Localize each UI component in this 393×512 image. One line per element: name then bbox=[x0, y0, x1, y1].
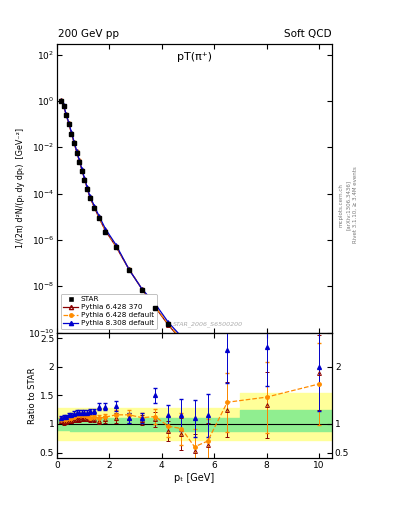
X-axis label: pₜ [GeV]: pₜ [GeV] bbox=[174, 473, 215, 483]
Text: STAR_2006_S6500200: STAR_2006_S6500200 bbox=[173, 321, 243, 327]
Y-axis label: 1/(2π) d²N/(pₜ dy dpₜ)  [GeV⁻²]: 1/(2π) d²N/(pₜ dy dpₜ) [GeV⁻²] bbox=[16, 128, 25, 248]
Text: Rivet 3.1.10, ≥ 3.4M events: Rivet 3.1.10, ≥ 3.4M events bbox=[353, 166, 358, 243]
Legend: STAR, Pythia 6.428 370, Pythia 6.428 default, Pythia 8.308 default: STAR, Pythia 6.428 370, Pythia 6.428 def… bbox=[61, 293, 157, 329]
Text: 200 GeV pp: 200 GeV pp bbox=[58, 29, 119, 39]
Text: Soft QCD: Soft QCD bbox=[284, 29, 331, 39]
Y-axis label: Ratio to STAR: Ratio to STAR bbox=[28, 367, 37, 423]
Text: [arXiv:1306.3436]: [arXiv:1306.3436] bbox=[346, 180, 351, 230]
Text: pT(π⁺): pT(π⁺) bbox=[177, 52, 212, 62]
Text: mcplots.cern.ch: mcplots.cern.ch bbox=[339, 183, 344, 227]
